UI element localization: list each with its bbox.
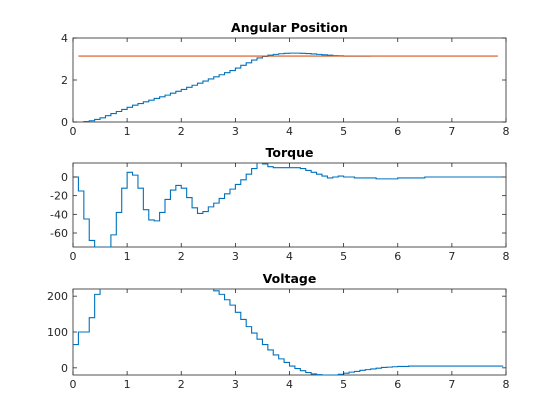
voltage-x-tick-label: 4: [286, 378, 293, 391]
torque-x-tick-label: 1: [124, 250, 131, 263]
torque-series-1: [73, 163, 504, 247]
angular-position-y-tick-label: 4: [61, 32, 68, 45]
voltage-x-tick-label: 5: [340, 378, 347, 391]
angular-position-y-tick-label: 0: [61, 116, 68, 129]
torque-y-tick-label: -60: [50, 227, 68, 240]
angular-position-x-tick-label: 4: [286, 125, 293, 138]
voltage-axes: 0 1 2 3 4 5 6 7 8 0 100 200 Voltage: [47, 271, 510, 391]
angular-position-x-tick-label: 2: [178, 125, 185, 138]
torque-y-tick-label: -40: [50, 208, 68, 221]
torque-y-tick-label: 0: [61, 171, 68, 184]
voltage-x-tick-label: 3: [232, 378, 239, 391]
voltage-x-tick-label: 0: [70, 378, 77, 391]
angular-position-y-tick-label: 2: [61, 74, 68, 87]
torque-title: Torque: [266, 145, 314, 160]
angular-position-title: Angular Position: [231, 20, 348, 35]
torque-x-tick-label: 6: [394, 250, 401, 263]
angular-position-x-tick-label: 3: [232, 125, 239, 138]
voltage-y-tick-label: 200: [47, 290, 68, 303]
torque-axes: 0 1 2 3 4 5 6 7 8 -60 -40 -20 0 Torque: [50, 145, 509, 263]
torque-x-tick-label: 8: [503, 250, 510, 263]
torque-x-tick-label: 2: [178, 250, 185, 263]
torque-x-tick-label: 0: [70, 250, 77, 263]
torque-y-tick-label: -20: [50, 190, 68, 203]
voltage-x-tick-label: 8: [503, 378, 510, 391]
angular-position-x-tick-label: 6: [394, 125, 401, 138]
voltage-x-tick-label: 7: [448, 378, 455, 391]
angular-position-x-tick-label: 1: [124, 125, 131, 138]
angular-position-x-tick-label: 8: [503, 125, 510, 138]
voltage-y-tick-label: 0: [61, 362, 68, 375]
torque-x-tick-label: 5: [340, 250, 347, 263]
torque-x-tick-label: 4: [286, 250, 293, 263]
voltage-title: Voltage: [263, 271, 317, 286]
angular-position-x-tick-label: 7: [448, 125, 455, 138]
torque-x-tick-label: 7: [448, 250, 455, 263]
voltage-series-1: [73, 289, 504, 375]
voltage-y-tick-label: 100: [47, 326, 68, 339]
torque-x-tick-label: 3: [232, 250, 239, 263]
voltage-x-tick-label: 1: [124, 378, 131, 391]
angular-position-axes: 0 1 2 3 4 5 6 7 8 0 2 4 Angular Position: [61, 20, 510, 138]
angular-position-series-1: [78, 52, 371, 122]
voltage-x-tick-label: 6: [394, 378, 401, 391]
angular-position-x-tick-label: 0: [70, 125, 77, 138]
voltage-plot-area: [72, 288, 507, 376]
angular-position-plot-area: [72, 37, 507, 123]
angular-position-x-tick-label: 5: [340, 125, 347, 138]
voltage-x-tick-label: 2: [178, 378, 185, 391]
